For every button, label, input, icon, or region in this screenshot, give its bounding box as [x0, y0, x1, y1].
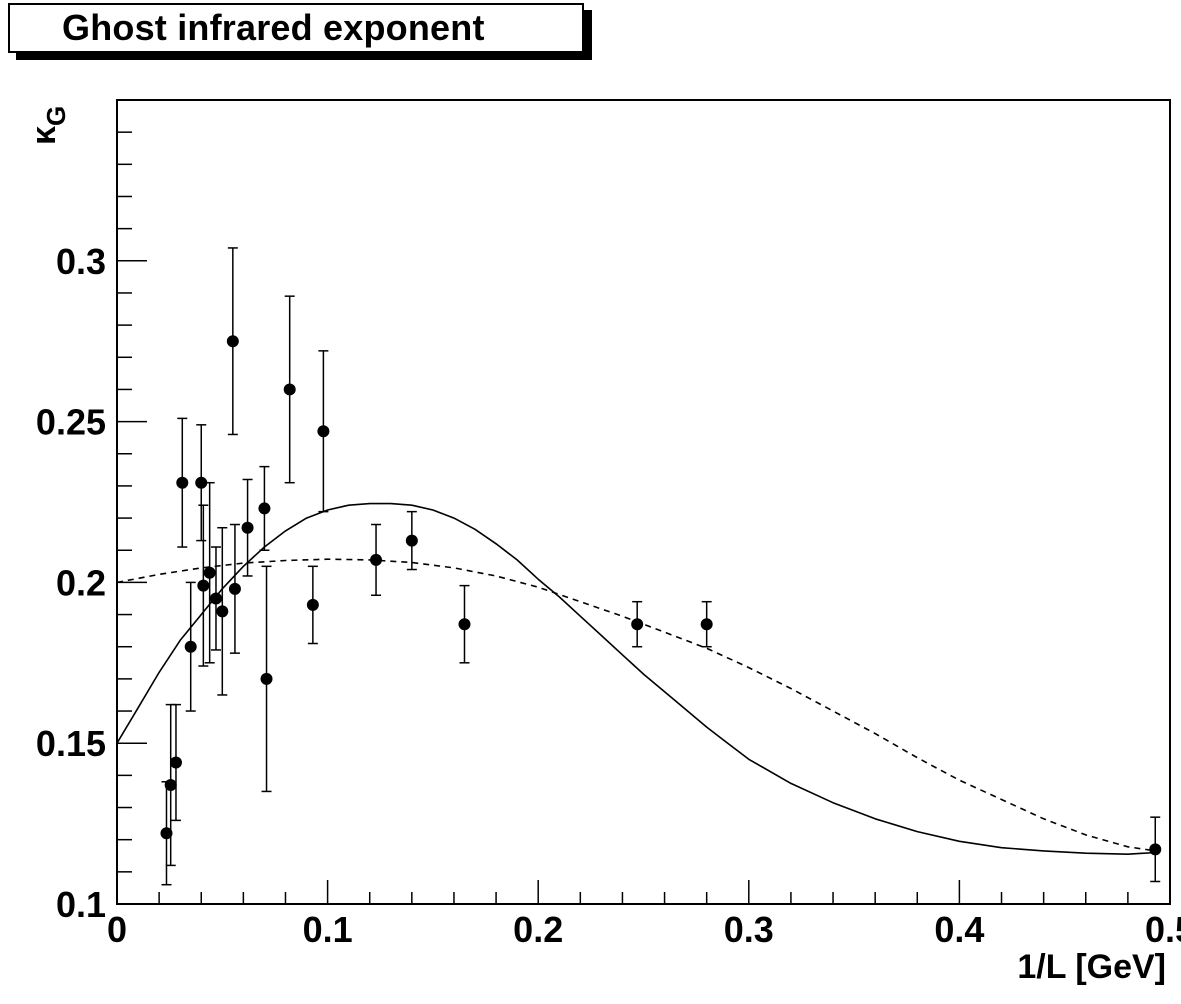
- x-axis-title: 1/L [GeV]: [1017, 948, 1166, 986]
- data-points: [160, 247, 1162, 886]
- data-point: [306, 598, 319, 611]
- chart-title-box: Ghost infrared exponent: [8, 3, 584, 53]
- data-point: [317, 425, 330, 438]
- x-tick-label: 0.5: [1145, 909, 1181, 950]
- x-tick-label: 0.4: [934, 909, 984, 950]
- y-axis-title-sub: G: [41, 106, 71, 126]
- data-point: [405, 534, 418, 547]
- y-axis-title: κG: [25, 106, 71, 145]
- data-point: [700, 618, 713, 631]
- data-point: [216, 605, 229, 618]
- plot-frame: [116, 99, 1171, 905]
- data-point: [283, 383, 296, 396]
- y-tick-label: 0.2: [56, 562, 106, 603]
- x-tick-label: 0: [107, 909, 127, 950]
- y-tick-label: 0.1: [56, 884, 106, 925]
- data-point: [184, 640, 197, 653]
- data-point: [370, 553, 383, 566]
- y-tick-label: 0.25: [36, 402, 106, 443]
- data-point: [258, 502, 271, 515]
- y-tick-label: 0.15: [36, 723, 106, 764]
- axis-ticks: [116, 99, 1171, 905]
- data-point: [195, 476, 208, 489]
- data-point: [160, 827, 173, 840]
- x-tick-label: 0.3: [724, 909, 774, 950]
- data-point: [164, 779, 177, 792]
- solid-fit-curve: [116, 502, 1156, 856]
- data-point: [203, 566, 216, 579]
- y-axis-title-main: κ: [25, 126, 63, 145]
- data-point: [1149, 843, 1162, 856]
- fit-curves: [116, 502, 1156, 856]
- data-point: [260, 672, 273, 685]
- chart-title: Ghost infrared exponent: [62, 7, 485, 48]
- dashed-fit-curve: [116, 558, 1156, 852]
- data-point: [209, 592, 222, 605]
- data-point: [226, 335, 239, 348]
- data-point: [197, 579, 210, 592]
- data-point: [176, 476, 189, 489]
- x-tick-label: 0.2: [513, 909, 563, 950]
- data-point: [631, 618, 644, 631]
- data-point: [228, 582, 241, 595]
- svg-text:κG: κG: [25, 106, 71, 145]
- y-tick-label: 0.3: [56, 241, 106, 282]
- data-point: [458, 618, 471, 631]
- data-point: [241, 521, 254, 534]
- x-tick-label: 0.1: [303, 909, 353, 950]
- data-point: [169, 756, 182, 769]
- axis-tick-labels: 00.10.20.30.40.50.10.150.20.250.3: [36, 241, 1181, 950]
